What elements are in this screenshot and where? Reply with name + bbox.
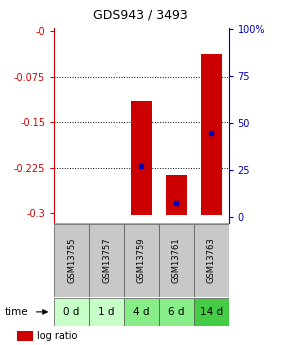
Text: 14 d: 14 d [200,307,223,317]
Bar [159,298,194,326]
Bar [201,54,222,215]
Text: 1 d: 1 d [98,307,115,317]
Text: GSM13759: GSM13759 [137,238,146,283]
Bar [17,331,33,341]
Text: 6 d: 6 d [168,307,185,317]
Bar [124,298,159,326]
Bar [89,224,124,297]
Text: GDS943 / 3493: GDS943 / 3493 [93,9,188,22]
Text: GSM13757: GSM13757 [102,238,111,283]
Text: GSM13755: GSM13755 [67,238,76,283]
Bar [54,298,89,326]
Bar [194,298,229,326]
Text: 0 d: 0 d [64,307,80,317]
Bar [166,175,187,215]
Text: GSM13763: GSM13763 [207,238,216,283]
Bar [124,224,159,297]
Bar [131,101,152,215]
Text: GSM13761: GSM13761 [172,238,181,283]
Bar [159,224,194,297]
Bar [89,298,124,326]
Text: time: time [4,307,28,317]
Text: log ratio: log ratio [37,332,77,342]
Bar [54,224,89,297]
Bar [194,224,229,297]
Text: 4 d: 4 d [133,307,150,317]
